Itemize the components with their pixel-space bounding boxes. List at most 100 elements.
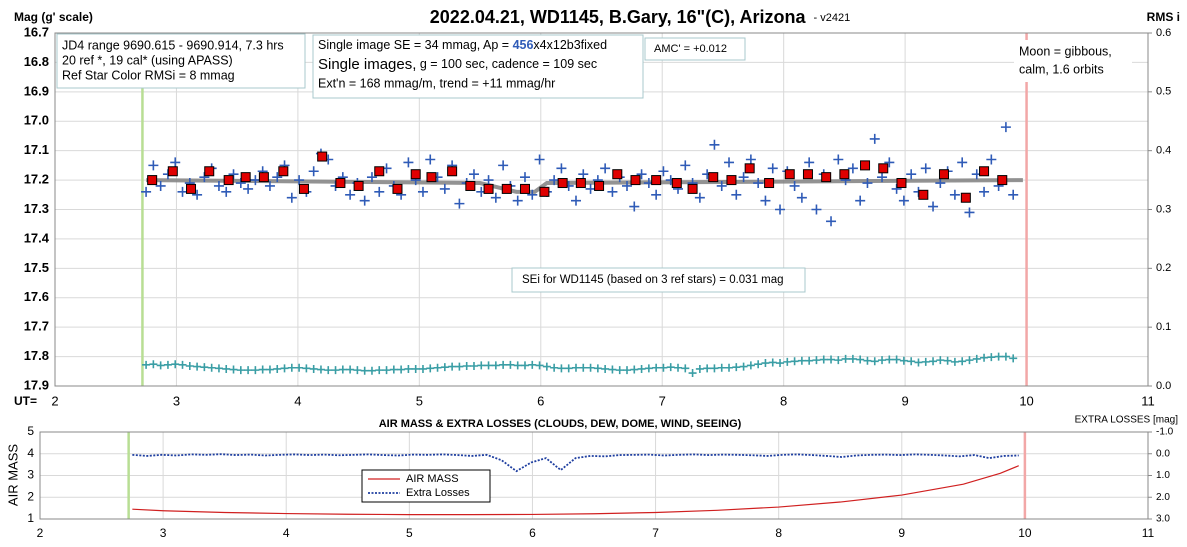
sei-box — [511, 267, 806, 293]
data-point — [979, 186, 990, 197]
y-tick-label: 17.9 — [24, 377, 49, 392]
rms-point — [375, 366, 384, 375]
data-point — [148, 160, 159, 171]
rms-point — [827, 355, 836, 364]
x-tick-label: 5 — [406, 526, 413, 540]
rms-point — [972, 354, 981, 363]
data-point — [767, 163, 778, 174]
mean-point — [896, 178, 907, 189]
rms-point — [819, 355, 828, 364]
data-point — [556, 163, 567, 174]
image-text-part: g = 100 sec, cadence = 109 sec — [416, 57, 597, 71]
y2-tick-label: 2.0 — [1156, 492, 1170, 503]
data-point — [607, 186, 618, 197]
rms-point — [703, 364, 712, 373]
rms-point — [885, 355, 894, 364]
mean-point — [204, 166, 215, 177]
data-point — [833, 154, 844, 165]
y-axis-label: AIR MASS — [5, 444, 20, 506]
rms-point — [171, 360, 180, 369]
rms-point — [433, 363, 442, 372]
x-axis-label: UT= — [14, 394, 37, 408]
rms-point — [324, 366, 333, 375]
amc-box — [644, 37, 746, 61]
series-line — [132, 453, 1019, 473]
subtitle: - v2421 — [814, 12, 851, 24]
rms-point — [805, 356, 814, 365]
legend-box — [361, 469, 491, 503]
rms-point — [615, 366, 624, 375]
y-axis-label: Mag (g' scale) — [14, 10, 93, 24]
data-point — [512, 195, 523, 206]
data-point — [213, 180, 224, 191]
mean-point — [186, 183, 197, 194]
image-box — [312, 34, 644, 99]
data-point — [760, 195, 771, 206]
series-line — [132, 465, 1019, 516]
rms-point — [338, 365, 347, 374]
data-point — [454, 198, 465, 209]
data-point — [964, 207, 975, 218]
image-text: Single images, g = 100 sec, cadence = 10… — [318, 56, 597, 73]
rms-point — [316, 365, 325, 374]
rms-point — [681, 364, 690, 373]
rms-point — [987, 353, 996, 362]
rms-point — [331, 366, 340, 375]
data-point — [294, 175, 305, 186]
x-tick-label: 9 — [898, 526, 905, 540]
rms-point — [200, 363, 209, 372]
y-tick-label: 3 — [27, 468, 34, 482]
rms-point — [163, 360, 172, 369]
rms-point — [462, 361, 471, 370]
rms-point — [251, 366, 260, 375]
data-point — [578, 169, 589, 180]
rms-point — [484, 361, 493, 370]
x-tick-label: 6 — [529, 526, 536, 540]
data-point — [738, 172, 749, 183]
mean-point — [764, 178, 775, 189]
rms-point — [630, 365, 639, 374]
rms-point — [579, 363, 588, 372]
rms-point — [550, 363, 559, 372]
data-point — [862, 178, 873, 189]
mean-point — [557, 178, 568, 189]
mean-point — [223, 175, 234, 186]
rms-point — [287, 363, 296, 372]
mean-point — [802, 169, 813, 180]
x-tick-label: 5 — [416, 393, 423, 408]
rms-point — [178, 360, 187, 369]
mean-point — [918, 189, 929, 200]
rms-point — [783, 357, 792, 366]
mean-point — [392, 183, 403, 194]
x-tick-label: 3 — [160, 526, 167, 540]
rms-point — [950, 357, 959, 366]
rms-point — [936, 356, 945, 365]
data-point — [250, 175, 261, 186]
rms-point — [586, 363, 595, 372]
rms-point — [746, 361, 755, 370]
data-point — [716, 180, 727, 191]
rms-point — [353, 366, 362, 375]
data-point — [403, 157, 414, 168]
y-tick-label: 17.0 — [24, 113, 49, 128]
data-point — [789, 180, 800, 191]
rms-point — [688, 369, 697, 378]
mean-point — [744, 163, 755, 174]
mean-point — [501, 183, 512, 194]
mean-point — [465, 180, 476, 191]
data-point — [629, 201, 640, 212]
rms-point — [491, 361, 500, 370]
data-point — [724, 157, 735, 168]
x-tick-label: 2 — [37, 526, 44, 540]
y2-axis-label: EXTRA LOSSES [mag] — [1075, 415, 1179, 426]
mean-point — [630, 175, 641, 186]
data-point — [177, 186, 188, 197]
mean-point — [839, 169, 850, 180]
y-tick-label: 17.2 — [24, 172, 49, 187]
x-tick-label: 10 — [1018, 526, 1032, 540]
data-point — [498, 160, 509, 171]
data-point — [286, 192, 297, 203]
rms-point — [389, 365, 398, 374]
data-point — [264, 180, 275, 191]
